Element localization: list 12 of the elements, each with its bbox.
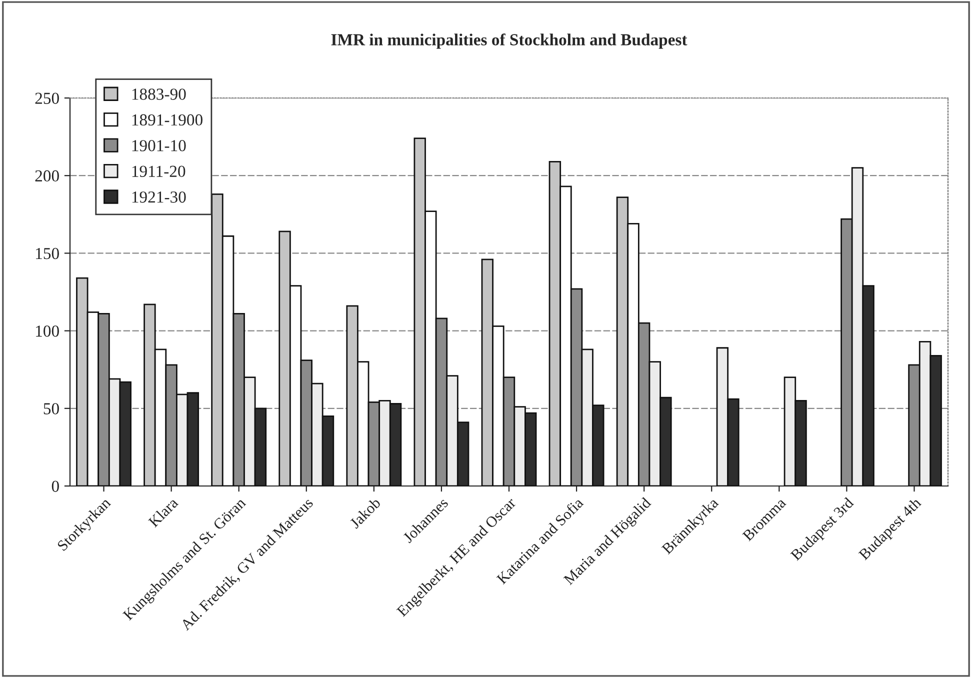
y-tick-label: 100 bbox=[36, 326, 59, 337]
legend-label: 1921-30 bbox=[132, 191, 186, 203]
legend-label: 1883-90 bbox=[132, 88, 186, 100]
y-tick-label: 200 bbox=[35, 170, 59, 182]
y-tick-label: 50 bbox=[44, 403, 59, 414]
y-tick-label: 0 bbox=[52, 480, 59, 492]
legend-label: 1911-20 bbox=[132, 166, 186, 177]
legend-label: 1891-1900 bbox=[132, 114, 202, 126]
chart-title: IMR in municipalities of Stockholm and Budapest bbox=[331, 33, 688, 49]
y-tick-label: 150 bbox=[36, 248, 59, 260]
y-tick-label: 250 bbox=[35, 92, 59, 104]
legend-label: 1901-10 bbox=[132, 140, 186, 152]
